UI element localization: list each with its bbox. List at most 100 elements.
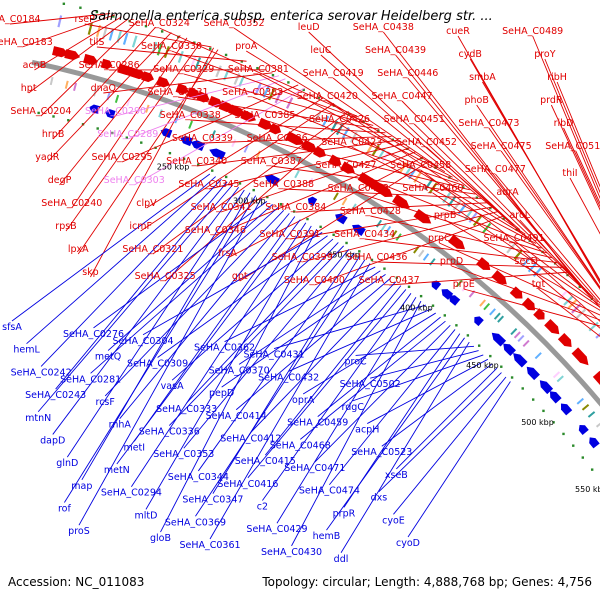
guide-dot <box>266 195 269 199</box>
forward-gene-label: SeHA_C0437 <box>359 275 420 286</box>
forward-gene <box>207 95 223 108</box>
reverse-connector <box>238 270 381 365</box>
guide-dot <box>128 19 131 23</box>
forward-connector <box>370 215 553 259</box>
reverse-gene-label: xseB <box>385 470 408 481</box>
forward-connector <box>525 265 600 329</box>
reverse-connector <box>90 206 279 374</box>
reverse-gene-label: pepD <box>209 388 234 399</box>
reverse-connector <box>264 285 402 456</box>
reverse-gene-label: sfsA <box>2 322 22 333</box>
forward-gene-label: SeHA_C0516 <box>545 141 600 152</box>
genome-summary: Topology: circular; Length: 4,888,768 bp… <box>262 575 592 589</box>
reverse-connector <box>299 320 446 440</box>
reverse-gene-label: SeHA_C0431 <box>244 350 305 361</box>
forward-connector <box>71 37 188 209</box>
forward-gene-label: lpxA <box>68 244 89 255</box>
guide-dot <box>37 111 40 115</box>
forward-connector <box>302 211 499 263</box>
forward-gene-label: SeHA_C0386 <box>247 133 308 144</box>
forward-connector <box>164 114 356 282</box>
reverse-connector <box>183 249 350 449</box>
category-band <box>489 308 496 316</box>
reverse-connector <box>221 274 386 388</box>
category-band <box>243 144 249 153</box>
forward-connector <box>351 146 537 244</box>
forward-gene-label: SeHA_C0385 <box>234 110 295 121</box>
reverse-gene <box>89 104 101 114</box>
reverse-connector <box>378 372 502 492</box>
forward-gene-label: SeHA_C0325 <box>135 271 196 282</box>
forward-connector <box>376 261 563 268</box>
guide-dot <box>502 217 505 220</box>
reverse-gene-label: SeHA_C0333 <box>156 404 217 415</box>
category-band <box>464 208 474 220</box>
forward-connector <box>190 119 386 134</box>
reverse-connector <box>396 367 498 470</box>
reverse-gene-label: acpH <box>355 425 379 436</box>
forward-gene-label: SeHA_C0383 <box>222 87 283 98</box>
reverse-gene-label: SeHA_C0347 <box>182 495 243 506</box>
forward-connector <box>532 35 600 200</box>
reverse-gene-label: SeHA_C0430 <box>261 547 322 558</box>
category-band <box>576 397 584 405</box>
guide-dot <box>209 47 212 50</box>
reverse-connector <box>314 324 451 463</box>
reverse-gene-label: SeHA_C0281 <box>60 374 121 385</box>
category-band <box>268 88 276 101</box>
guide-dot <box>562 432 565 436</box>
category-band <box>215 65 222 78</box>
reverse-gene-label: SeHA_C0309 <box>127 358 188 369</box>
reverse-gene-label: rcsF <box>96 397 115 408</box>
forward-gene-label: SeHA_C0491 <box>483 233 544 244</box>
forward-gene-label: SeHA_C0384 <box>265 202 326 213</box>
forward-gene-label: SeHA_C0286 <box>79 60 140 71</box>
reverse-connector <box>119 213 290 419</box>
guide-dot <box>475 196 479 199</box>
forward-connector <box>407 77 584 288</box>
forward-gene-label: SeHA_C0475 <box>471 141 532 152</box>
forward-connector <box>47 32 172 163</box>
category-band <box>527 262 538 273</box>
guide-dot <box>477 344 481 347</box>
category-band <box>587 411 596 418</box>
forward-gene-label: prdR <box>540 95 563 106</box>
category-band <box>510 327 518 336</box>
reverse-gene-label: rnhA <box>109 420 132 431</box>
forward-connector <box>52 26 156 140</box>
guide-dot <box>590 468 594 471</box>
reverse-connector <box>291 300 422 547</box>
forward-gene-label: hpt <box>21 83 37 94</box>
forward-gene-label: ribD <box>554 118 574 129</box>
guide-dot <box>515 228 518 231</box>
reverse-gene-label: SeHA_C0242 <box>11 367 72 378</box>
forward-connector <box>563 127 600 208</box>
category-band <box>194 57 202 70</box>
reverse-connector <box>93 201 268 329</box>
forward-gene-label: yadR <box>35 152 59 163</box>
forward-gene-label: aroL <box>509 210 530 221</box>
category-band <box>188 120 194 129</box>
reverse-gene-label: prpR <box>333 508 356 519</box>
reverse-connector <box>276 296 417 524</box>
reverse-gene-label: SeHA_C0429 <box>246 524 307 535</box>
forward-gene-label: clpV <box>136 198 157 209</box>
forward-gene-label: rpsB <box>55 221 76 232</box>
forward-gene-label: SeHA_C0387 <box>241 156 302 167</box>
forward-connector <box>227 156 424 259</box>
forward-connector <box>271 165 476 195</box>
forward-connector <box>177 96 380 130</box>
reverse-gene <box>160 128 173 139</box>
category-band <box>92 88 98 97</box>
forward-connector <box>451 265 600 321</box>
forward-gene <box>413 208 432 224</box>
category-band <box>522 339 530 347</box>
reverse-gene-label: dxs <box>371 493 388 504</box>
guide-dot <box>238 182 242 185</box>
forward-gene-label: icmF <box>129 221 152 232</box>
forward-gene-label: ribH <box>547 72 567 83</box>
forward-gene-label: SeHA_C0330 <box>141 41 202 52</box>
guide-dot <box>52 115 55 118</box>
guide-dot <box>112 15 115 18</box>
reverse-gene-label: SeHA_C0294 <box>101 488 162 499</box>
